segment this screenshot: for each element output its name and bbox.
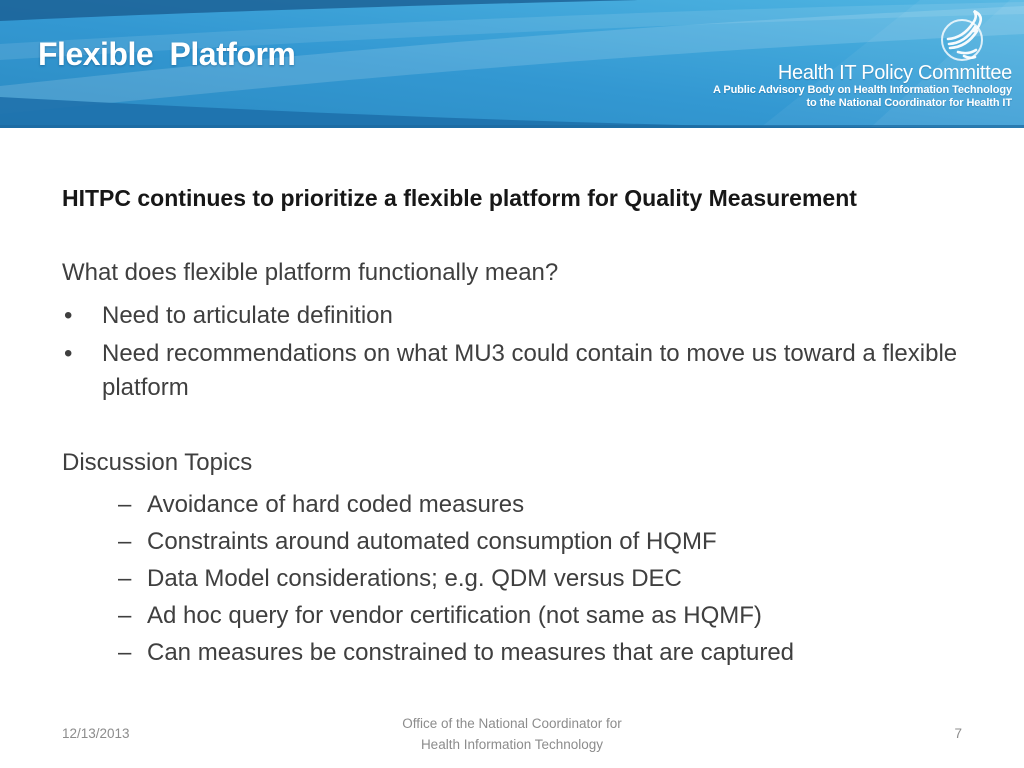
committee-subtitle-line1: A Public Advisory Body on Health Informa… [712, 84, 1012, 96]
list-item: • Need recommendations on what MU3 could… [62, 337, 974, 405]
bullet-list: • Need to articulate definition • Need r… [62, 299, 974, 405]
bullet-marker: • [64, 339, 73, 367]
dash-marker: – [118, 602, 132, 630]
committee-branding-block: Health IT Policy Committee A Public Advi… [712, 9, 1012, 111]
banner-wave-background [0, 0, 1024, 128]
list-item: – Can measures be constrained to measure… [118, 636, 974, 669]
page-number: 7 [954, 726, 962, 741]
topic-text: Constraints around automated consumption… [147, 528, 717, 556]
list-item: – Data Model considerations; e.g. QDM ve… [118, 562, 974, 595]
committee-subtitle-line2: to the National Coordinator for Health I… [806, 97, 1012, 110]
slide-header-banner: Flexible Platform Health IT Policy Commi… [0, 0, 1024, 128]
slide-body: HITPC continues to prioritize a flexible… [0, 184, 1024, 669]
committee-name: Health IT Policy Committee [777, 62, 1012, 84]
list-item: – Constraints around automated consumpti… [118, 525, 974, 558]
topic-text: Ad hoc query for vendor certification (n… [147, 602, 762, 630]
topic-text: Data Model considerations; e.g. QDM vers… [147, 565, 682, 593]
discussion-topics-label: Discussion Topics [62, 448, 253, 476]
bullet-text: Need to articulate definition [102, 301, 393, 329]
footer-organization: Office of the National Coordinator for H… [0, 714, 1024, 756]
topic-text: Avoidance of hard coded measures [147, 491, 525, 519]
dash-marker: – [118, 565, 132, 593]
footer-date: 12/13/2013 [62, 726, 130, 741]
list-item: – Ad hoc query for vendor certification … [118, 599, 974, 632]
discussion-topic-list: – Avoidance of hard coded measures – Con… [118, 488, 974, 669]
question-line: What does flexible platform functionally… [62, 258, 559, 286]
dash-marker: – [118, 491, 132, 519]
hhs-logo-icon [713, 9, 1002, 62]
slide-title: Flexible Platform [38, 36, 296, 72]
main-statement: HITPC continues to prioritize a flexible… [62, 185, 857, 211]
list-item: – Avoidance of hard coded measures [118, 488, 974, 521]
dash-marker: – [118, 639, 132, 667]
slide-footer: 12/13/2013 Office of the National Coordi… [0, 704, 1024, 768]
dash-marker: – [118, 528, 132, 556]
footer-org-line2: Health Information Technology [420, 736, 604, 752]
list-item: • Need to articulate definition [62, 299, 974, 333]
topic-text: Can measures be constrained to measures … [147, 639, 795, 667]
bullet-marker: • [64, 301, 73, 329]
footer-org-line1: Office of the National Coordinator for [402, 716, 622, 731]
bullet-text: Need recommendations on what MU3 could c… [102, 339, 958, 401]
